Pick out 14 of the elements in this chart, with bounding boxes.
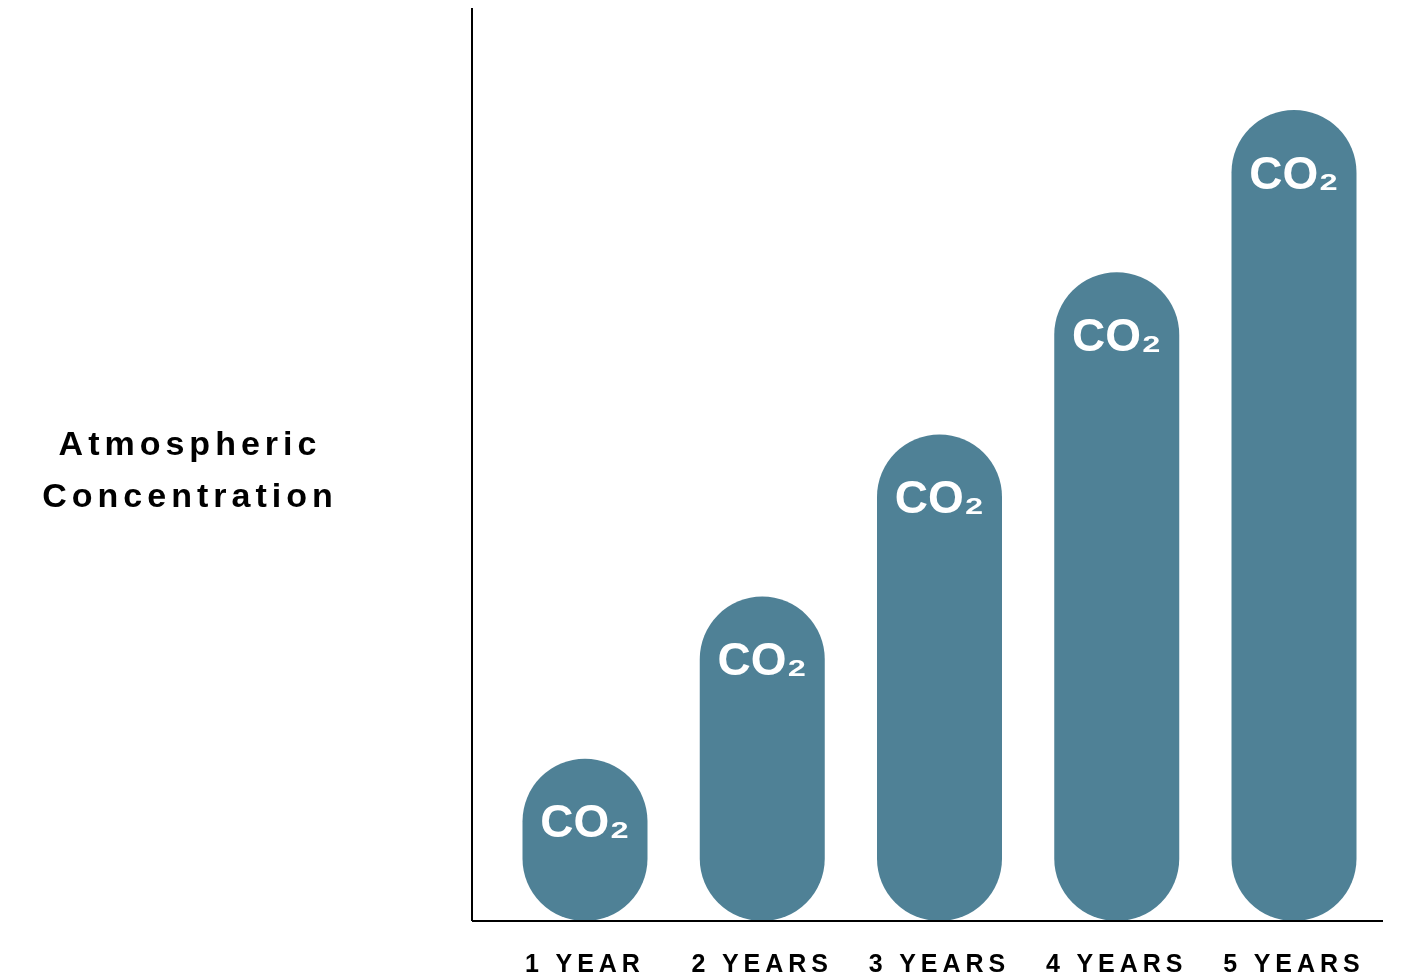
y-axis-title: Atmospheric Concentration	[42, 424, 338, 514]
bar	[1231, 110, 1357, 921]
x-tick-label: 5 YEARS	[1223, 949, 1365, 977]
x-tick-label: 1 YEAR	[525, 949, 645, 977]
text: CO₂	[1249, 146, 1339, 199]
bar	[877, 434, 1002, 921]
x-tick-label: 4 YEARS	[1045, 949, 1188, 977]
bar	[1054, 272, 1180, 921]
text: CO₂	[1072, 308, 1162, 361]
text: CO₂	[894, 470, 985, 523]
text: CO₂	[717, 633, 807, 686]
x-tick-label: 2 YEARS	[691, 949, 834, 977]
series-label: CO₂	[540, 795, 630, 848]
x-tick-label: 3 YEARS	[868, 949, 1011, 977]
